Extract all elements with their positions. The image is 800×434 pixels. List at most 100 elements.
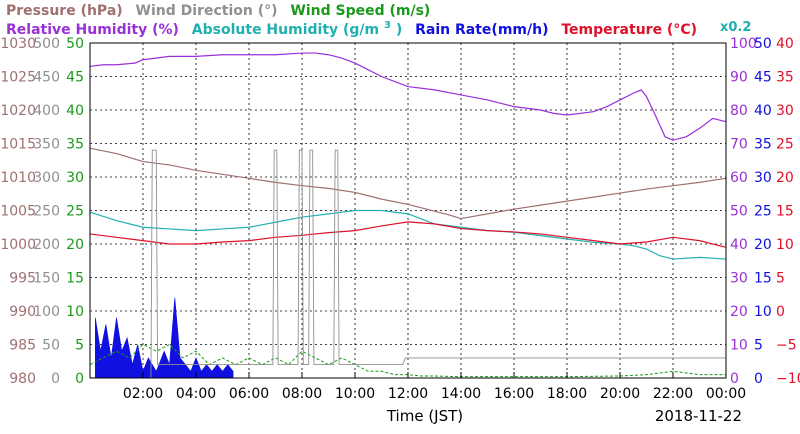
y-tick-label-humidity: 30 (730, 271, 748, 287)
tick-layer: 02:00 04:00 06:00 08:00 10:00 12:00 14:00 16:00… (0, 36, 800, 402)
y-tick-label-wind-speed: 15 (66, 271, 84, 287)
y-tick-label-pressure: 1010 (0, 170, 36, 186)
y-tick-label-humidity: 80 (730, 103, 748, 119)
x-tick-label: 14:00 (441, 386, 481, 402)
y-tick-label-temperature: 35 (776, 70, 794, 86)
legend-abs-humidity: Absolute Humidity (g/m (192, 22, 379, 38)
y-tick-label-humidity: 40 (730, 237, 748, 253)
pressure-line (89, 147, 727, 220)
y-tick-label-temperature: 0 (776, 304, 785, 320)
y-tick-label-temperature: −10 (776, 371, 800, 387)
y-tick-label-temperature: 20 (776, 170, 794, 186)
y-tick-label-wind-speed: 30 (66, 170, 84, 186)
y-tick-label-pressure: 1000 (0, 237, 36, 253)
legend-wind-direction: Wind Direction (°) (136, 3, 278, 19)
y-tick-label-rain-rate: 15 (754, 271, 772, 287)
y-tick-label-humidity: 70 (730, 137, 748, 153)
legend-humidity: Relative Humidity (%) (6, 22, 179, 38)
x-tick-label: 20:00 (600, 386, 640, 402)
y-tick-label-wind-direction: 0 (51, 371, 60, 387)
legend-wind-speed: Wind Speed (m/s) (290, 3, 430, 19)
series-layer (89, 52, 727, 379)
y-tick-label-temperature: 30 (776, 103, 794, 119)
date-label: 2018-11-22 (655, 407, 742, 425)
y-tick-label-humidity: 20 (730, 304, 748, 320)
x-tick-label: 00:00 (706, 386, 746, 402)
temperature-line (89, 221, 727, 248)
y-tick-label-pressure: 1005 (0, 204, 36, 220)
y-tick-label-wind-direction: 50 (42, 338, 60, 354)
x-tick-label: 12:00 (388, 386, 428, 402)
y-tick-label-rain-rate: 40 (754, 103, 772, 119)
y-tick-label-rain-rate: 5 (754, 338, 763, 354)
x-tick-label: 04:00 (176, 386, 216, 402)
y-tick-label-humidity: 0 (730, 371, 739, 387)
y-tick-label-wind-speed: 0 (75, 371, 84, 387)
y-tick-label-temperature: 10 (776, 237, 794, 253)
y-tick-label-pressure: 990 (9, 304, 36, 320)
wind-speed-line (89, 343, 726, 378)
legend-abs-humidity-scale: x0.2 (720, 20, 751, 35)
y-tick-label-rain-rate: 35 (754, 137, 772, 153)
svg-text:Relative Humidity (%) Ab: Relative Humidity (%) Absolute Humidity … (6, 16, 697, 38)
y-tick-label-temperature: 5 (776, 271, 785, 287)
y-tick-label-temperature: 15 (776, 204, 794, 220)
x-axis-label: Time (JST) (386, 407, 463, 425)
y-tick-label-rain-rate: 30 (754, 170, 772, 186)
y-tick-label-wind-direction: 500 (33, 36, 60, 52)
abs-humidity-line (89, 209, 727, 260)
y-tick-label-wind-speed: 45 (66, 70, 84, 86)
y-tick-label-wind-speed: 25 (66, 204, 84, 220)
y-tick-label-pressure: 985 (9, 338, 36, 354)
y-tick-label-rain-rate: 25 (754, 204, 772, 220)
y-tick-label-temperature: 25 (776, 137, 794, 153)
legend-pressure: Pressure (hPa) (6, 3, 123, 19)
x-tick-label: 22:00 (653, 386, 693, 402)
wind-direction-line (90, 149, 726, 379)
legend-rain-rate: Rain Rate(mm/h) (415, 22, 548, 38)
y-tick-label-wind-speed: 40 (66, 103, 84, 119)
y-tick-label-pressure: 1025 (0, 70, 36, 86)
y-tick-label-humidity: 10 (730, 338, 748, 354)
y-tick-label-temperature: −5 (776, 338, 797, 354)
y-tick-label-humidity: 60 (730, 170, 748, 186)
y-tick-label-wind-speed: 50 (66, 36, 84, 52)
y-tick-label-pressure: 1020 (0, 103, 36, 119)
y-tick-label-wind-direction: 350 (33, 137, 60, 153)
y-tick-label-pressure: 995 (9, 271, 36, 287)
y-tick-label-wind-direction: 300 (33, 170, 60, 186)
y-tick-label-wind-speed: 35 (66, 137, 84, 153)
y-tick-label-humidity: 50 (730, 204, 748, 220)
y-tick-label-wind-speed: 10 (66, 304, 84, 320)
y-tick-label-wind-direction: 150 (33, 271, 60, 287)
x-tick-label: 06:00 (229, 386, 269, 402)
svg-text:Pressure (hPa) Wind Dire: Pressure (hPa) Wind Direction (°) Wind S… (6, 3, 430, 19)
y-tick-label-wind-speed: 5 (75, 338, 84, 354)
grid (90, 43, 726, 378)
y-tick-label-temperature: 40 (776, 36, 794, 52)
x-tick-label: 08:00 (282, 386, 322, 402)
y-tick-label-pressure: 1015 (0, 137, 36, 153)
y-tick-label-wind-direction: 400 (33, 103, 60, 119)
x-tick-label: 16:00 (494, 386, 534, 402)
humidity-line (89, 52, 727, 141)
y-tick-label-humidity: 100 (730, 36, 757, 52)
y-tick-label-rain-rate: 0 (754, 371, 763, 387)
y-tick-label-rain-rate: 45 (754, 70, 772, 86)
legend-abs-humidity-close: ) (396, 22, 402, 38)
y-tick-label-humidity: 90 (730, 70, 748, 86)
x-tick-label: 18:00 (547, 386, 587, 402)
y-tick-label-rain-rate: 50 (754, 36, 772, 52)
y-tick-label-rain-rate: 10 (754, 304, 772, 320)
rain-rate-area (95, 297, 234, 379)
legend-abs-humidity-sup: 3 (384, 20, 391, 31)
y-tick-label-wind-direction: 200 (33, 237, 60, 253)
legend-temperature: Temperature (°C) (561, 22, 697, 38)
y-tick-label-wind-direction: 450 (33, 70, 60, 86)
legend: Pressure (hPa) Wind Direction (°) Wind S… (6, 3, 751, 38)
y-tick-label-wind-direction: 250 (33, 204, 60, 220)
y-tick-label-rain-rate: 20 (754, 237, 772, 253)
y-tick-label-pressure: 1030 (0, 36, 36, 52)
y-tick-label-wind-direction: 100 (33, 304, 60, 320)
